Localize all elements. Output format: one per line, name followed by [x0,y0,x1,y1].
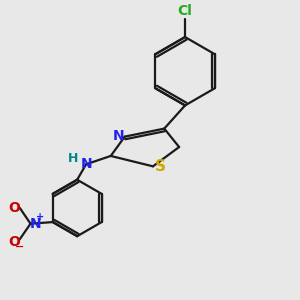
Text: N: N [80,157,92,171]
Text: Cl: Cl [178,4,193,18]
Text: N: N [112,129,124,143]
Text: N: N [30,217,42,231]
Text: H: H [68,152,78,165]
Text: +: + [36,212,44,222]
Text: O: O [8,235,20,248]
Text: −: − [14,242,24,252]
Text: S: S [155,159,166,174]
Text: O: O [8,201,20,215]
